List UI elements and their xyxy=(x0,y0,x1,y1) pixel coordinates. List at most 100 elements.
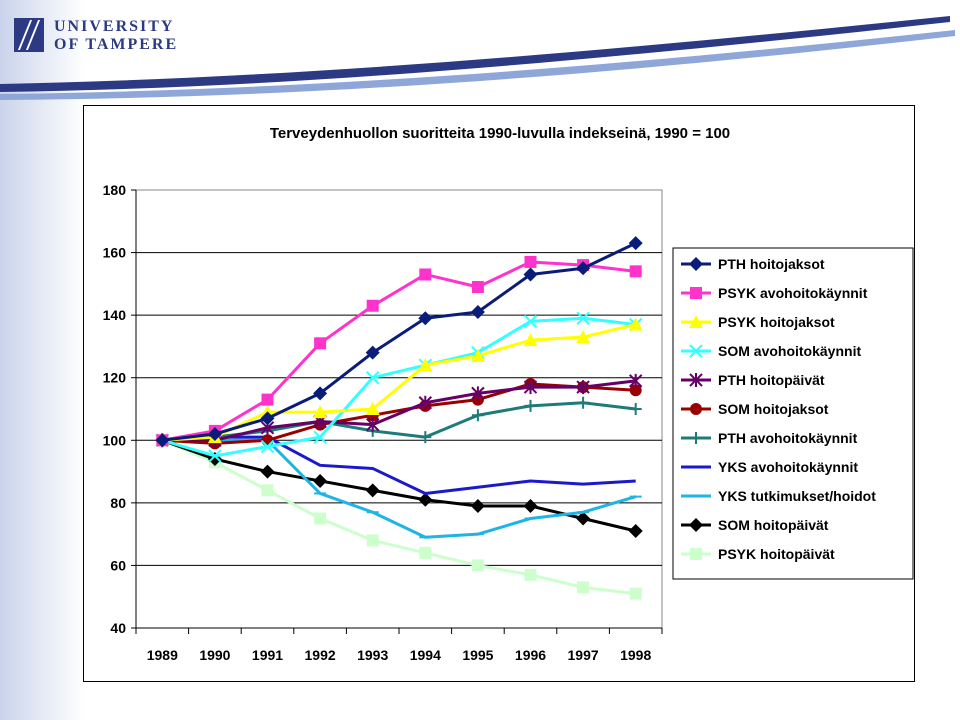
series-point-pth-hoitojaksot-1994 xyxy=(418,311,433,326)
series-point-psyk-hoitopaivat-1997 xyxy=(577,581,590,594)
series-point-pth-avohoitokaynnit-1997 xyxy=(577,396,590,409)
legend-label-som-avohoitokaynnit: SOM avohoitokäynnit xyxy=(718,343,861,359)
legend-label-som-hoitojaksot: SOM hoitojaksot xyxy=(718,401,829,417)
university-logo: UNIVERSITY OF TAMPERE xyxy=(14,12,184,60)
legend-marker-psyk-hoitopaivat xyxy=(690,548,702,560)
series-point-som-avohoitokaynnit-1991 xyxy=(260,439,275,454)
legend-entry-pth-avohoitokaynnit: PTH avohoitokäynnit xyxy=(681,430,858,446)
series-point-pth-hoitopaivat-1997 xyxy=(576,380,590,395)
y-tick-label-60: 60 xyxy=(110,557,126,573)
series-point-psyk-hoitojaksot-1994 xyxy=(418,358,433,372)
y-tick-label-100: 100 xyxy=(103,432,127,448)
series-point-som-hoitopaivat-1996 xyxy=(523,498,538,513)
x-tick-label-1995: 1995 xyxy=(462,647,493,663)
y-tick-label-140: 140 xyxy=(103,307,127,323)
legend-marker-som-hoitopaivat xyxy=(689,518,703,532)
legend-entry-pth-hoitopaivat: PTH hoitopäivät xyxy=(681,372,825,388)
plot-background xyxy=(135,189,663,629)
series-point-psyk-avohoitokaynnit-1994 xyxy=(419,268,432,281)
plot-area: 40 60 80 100 120 140 160 180 1989 1990 1991 1992 199… xyxy=(103,182,663,663)
series-line-psyk-avohoitokaynnit xyxy=(162,260,636,442)
x-tick-label-1990: 1990 xyxy=(199,647,230,663)
series-line-yks-tutkimukset-hoidot xyxy=(162,438,637,539)
chart-frame: Terveydenhuollon suoritteita 1990-luvull… xyxy=(83,105,915,682)
series-pth-hoitojaksot xyxy=(155,236,643,448)
series-point-pth-hoitojaksot-1993 xyxy=(365,345,380,360)
series-point-pth-hoitopaivat-1998 xyxy=(628,373,643,388)
series-point-som-hoitojaksot-1998 xyxy=(629,384,642,397)
legend-entry-som-hoitopaivat: SOM hoitopäivät xyxy=(681,517,829,533)
series-point-som-hoitopaivat-1995 xyxy=(470,498,485,513)
legend-entry-pth-hoitojaksot: PTH hoitojaksot xyxy=(681,256,825,272)
legend-label-pth-avohoitokaynnit: PTH avohoitokäynnit xyxy=(718,430,858,446)
series-point-psyk-avohoitokaynnit-1991 xyxy=(261,393,274,406)
series-point-som-avohoitokaynnit-1992 xyxy=(313,430,327,444)
series-line-pth-hoitopaivat xyxy=(162,379,636,442)
series-point-pth-hoitojaksot-1990 xyxy=(207,427,222,442)
y-tick-label-160: 160 xyxy=(103,245,127,261)
series-point-som-hoitopaivat-1992 xyxy=(313,473,328,488)
legend-marker-pth-hoitojaksot xyxy=(689,257,703,271)
y-tick-label-80: 80 xyxy=(110,495,126,511)
series-point-psyk-hoitojaksot-1998 xyxy=(628,317,643,331)
y-tick-label-40: 40 xyxy=(110,620,126,636)
series-point-psyk-hoitopaivat-1995 xyxy=(471,559,484,572)
series-point-pth-avohoitokaynnit-1994 xyxy=(419,431,432,444)
series-point-psyk-avohoitokaynnit-1995 xyxy=(471,280,484,293)
chart-title: Terveydenhuollon suoritteita 1990-luvull… xyxy=(270,125,730,142)
series-point-psyk-hoitopaivat-1994 xyxy=(419,546,432,559)
legend-label-psyk-avohoitokaynnit: PSYK avohoitokäynnit xyxy=(718,285,868,301)
series-point-pth-hoitopaivat-1994 xyxy=(418,395,433,410)
series-point-psyk-hoitojaksot-1997 xyxy=(576,330,591,344)
series-point-psyk-hoitojaksot-1992 xyxy=(313,405,328,419)
series-point-psyk-hoitopaivat-1998 xyxy=(629,587,642,600)
series-line-som-avohoitokaynnit xyxy=(161,316,636,458)
series-point-psyk-hoitopaivat-1993 xyxy=(366,534,379,547)
series-point-pth-avohoitokaynnit-1995 xyxy=(471,409,484,422)
series-point-pth-hoitojaksot-1989 xyxy=(155,433,170,448)
legend-marker-psyk-hoitojaksot xyxy=(689,315,703,328)
legend-label-yks-avohoitokaynnit: YKS avohoitokäynnit xyxy=(718,459,858,475)
legend-entry-som-hoitojaksot: SOM hoitojaksot xyxy=(681,401,829,417)
series-point-som-avohoitokaynnit-1990 xyxy=(208,449,222,463)
legend-entry-yks-tutkimukset-hoidot: YKS tutkimukset/hoidot xyxy=(681,488,876,504)
legend-marker-som-hoitojaksot xyxy=(690,403,702,415)
series-point-psyk-avohoitokaynnit-1996 xyxy=(524,255,537,268)
legend-entry-psyk-avohoitokaynnit: PSYK avohoitokäynnit xyxy=(681,285,868,301)
x-tick-label-1993: 1993 xyxy=(357,647,388,663)
legend-entry-psyk-hoitopaivat: PSYK hoitopäivät xyxy=(681,546,835,562)
legend-label-pth-hoitopaivat: PTH hoitopäivät xyxy=(718,372,825,388)
series-point-pth-hoitopaivat-1996 xyxy=(523,380,538,395)
x-tick-label-1991: 1991 xyxy=(252,647,283,663)
series-yks-avohoitokaynnit xyxy=(162,435,636,495)
legend-label-psyk-hoitojaksot: PSYK hoitojaksot xyxy=(718,314,835,330)
series-point-pth-hoitopaivat-1993 xyxy=(365,417,380,432)
x-tick-label-1998: 1998 xyxy=(620,647,651,663)
series-pth-hoitopaivat xyxy=(155,373,643,448)
legend-marker-pth-hoitopaivat xyxy=(689,373,703,387)
series-point-som-hoitopaivat-1994 xyxy=(418,492,433,507)
logo-text-line1: UNIVERSITY xyxy=(54,18,175,35)
x-tick-label-1994: 1994 xyxy=(410,647,441,663)
x-tick-label-1996: 1996 xyxy=(515,647,546,663)
series-point-psyk-avohoitokaynnit-1992 xyxy=(314,337,327,350)
series-point-som-avohoitokaynnit-1997 xyxy=(576,311,590,325)
series-line-pth-hoitojaksot xyxy=(162,241,637,442)
legend-entry-psyk-hoitojaksot: PSYK hoitojaksot xyxy=(681,314,835,330)
series-point-pth-hoitojaksot-1996 xyxy=(523,267,538,282)
legend-entry-som-avohoitokaynnit: SOM avohoitokäynnit xyxy=(681,343,861,359)
legend-entry-yks-avohoitokaynnit: YKS avohoitokäynnit xyxy=(681,459,858,475)
series-point-som-hoitopaivat-1991 xyxy=(260,464,275,479)
logo-text-line2: OF TAMPERE xyxy=(54,36,179,53)
y-tick-label-120: 120 xyxy=(103,370,127,386)
series-point-psyk-avohoitokaynnit-1998 xyxy=(629,265,642,278)
university-logo-mark xyxy=(14,18,44,52)
legend-box xyxy=(672,247,914,580)
legend-label-som-hoitopaivat: SOM hoitopäivät xyxy=(718,517,829,533)
series-point-pth-avohoitokaynnit-1998 xyxy=(629,403,642,415)
series-point-som-hoitopaivat-1997 xyxy=(576,511,591,526)
x-tick-label-1989: 1989 xyxy=(147,647,178,663)
x-tick-label-1997: 1997 xyxy=(568,647,599,663)
series-point-psyk-hoitopaivat-1992 xyxy=(314,512,327,525)
series-point-pth-hoitojaksot-1998 xyxy=(628,236,643,251)
